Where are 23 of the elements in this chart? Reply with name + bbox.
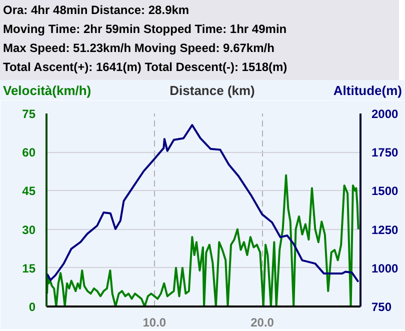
text: Max Speed: 51.23km/h Moving Speed: 9.67km/h: [3, 41, 274, 55]
y-tick-label: 60: [22, 146, 36, 160]
line-series: [46, 174, 360, 306]
x-tick-label: 20.0: [250, 316, 274, 330]
text: Moving Time: 2hr 59min Stopped Time: 1hr 49min: [3, 22, 287, 36]
x-axis-title: Distance (km): [170, 82, 255, 100]
y2-tick-label: 1500: [372, 184, 399, 198]
text: Ora: 4hr 48min Distance: 28.9km: [3, 3, 190, 17]
x-tick-label: 10.0: [142, 316, 166, 330]
y2-tick-label: 1250: [372, 222, 399, 237]
y2-tick-label: 1750: [372, 146, 399, 160]
y2-axis-title: Altitude(m): [333, 82, 402, 100]
y-tick-label: 45: [22, 184, 36, 198]
y2-tick-label: 2000: [372, 107, 399, 121]
text: Total Ascent(+): 1641(m) Total Descent(-): 1518(m): [3, 60, 288, 74]
y-tick-label: 15: [22, 261, 36, 276]
y-tick-label: 30: [22, 222, 36, 237]
y-axis-title: Velocità(km/h): [3, 82, 92, 100]
y2-tick-label: 1000: [372, 261, 399, 276]
y-tick-label: 75: [22, 107, 36, 121]
y2-tick-label: 750: [372, 300, 392, 314]
line-series: [46, 124, 360, 283]
y-tick-label: 0: [28, 300, 36, 314]
